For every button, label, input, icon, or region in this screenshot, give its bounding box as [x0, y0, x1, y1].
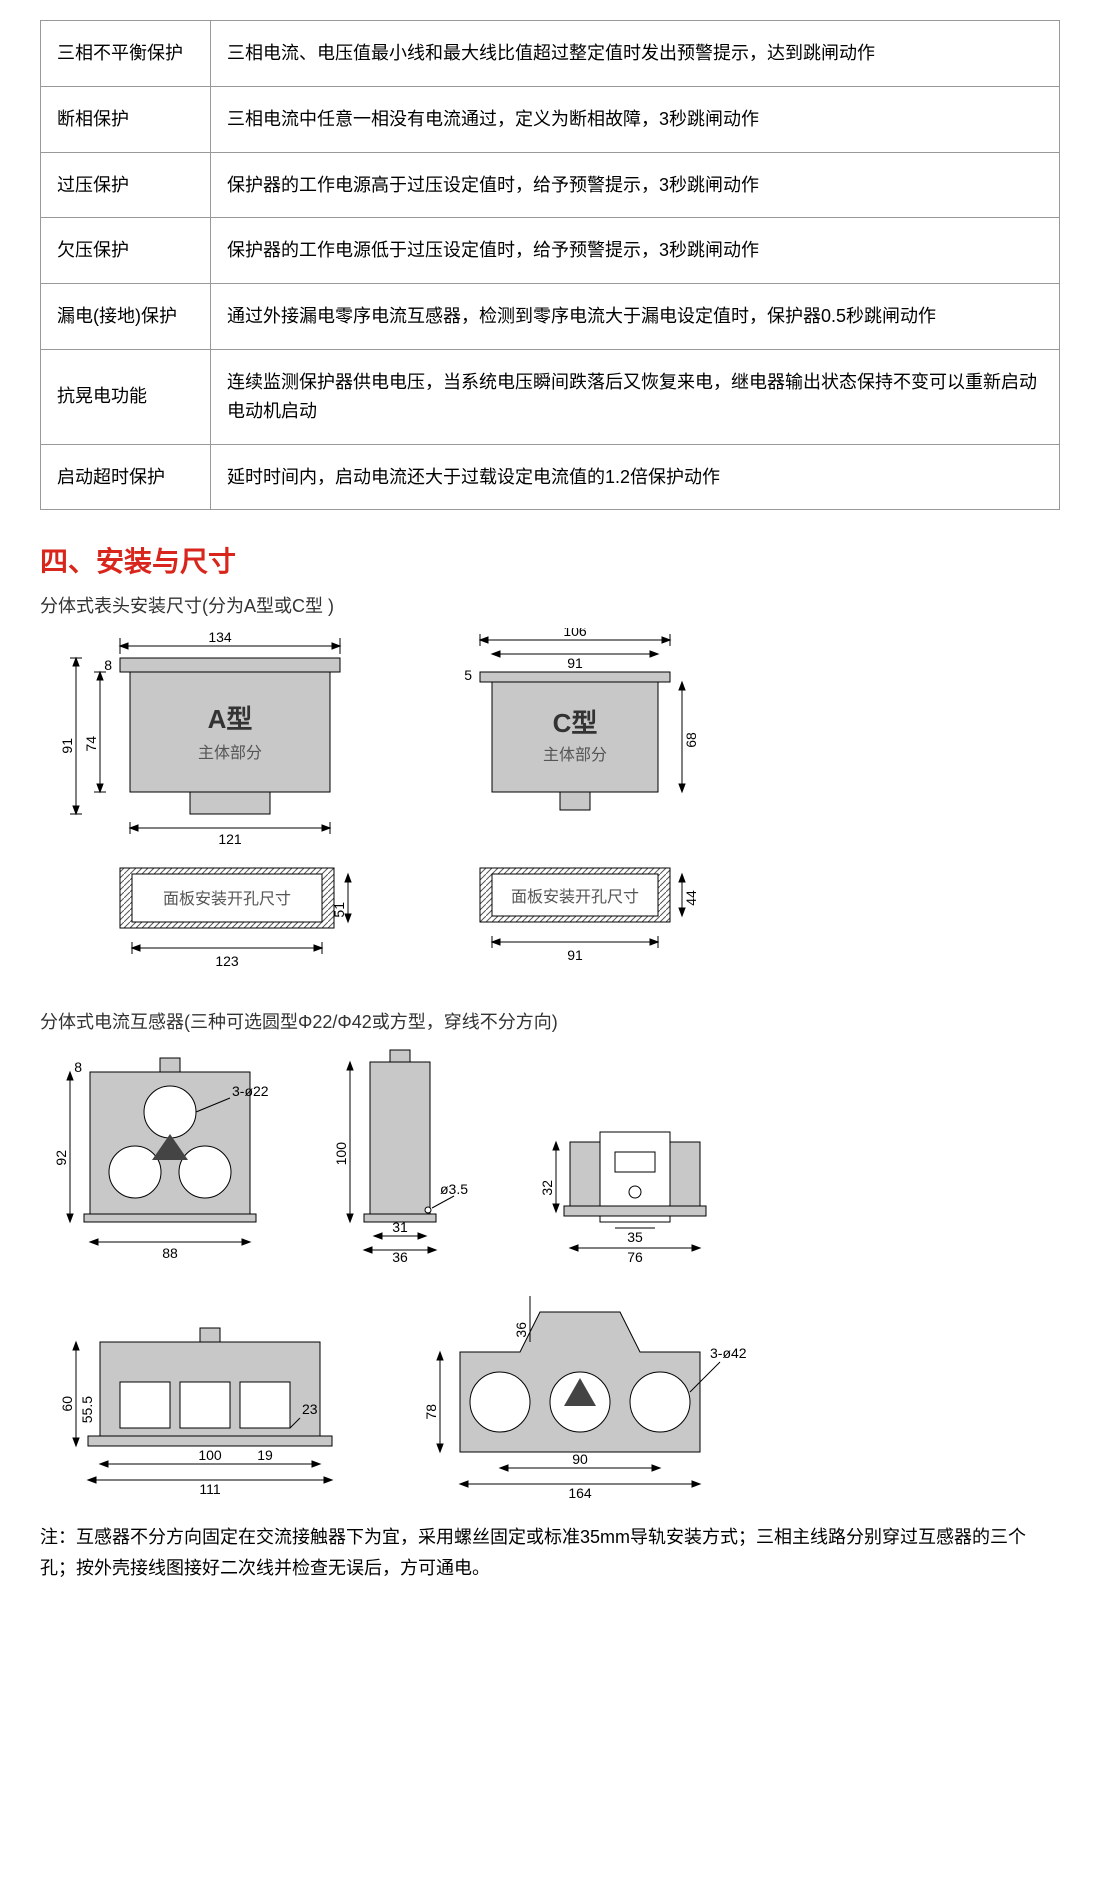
feature-desc: 保护器的工作电源高于过压设定值时，给予预警提示，3秒跳闸动作 — [211, 152, 1060, 218]
table-row: 过压保护保护器的工作电源高于过压设定值时，给予预警提示，3秒跳闸动作 — [41, 152, 1060, 218]
svg-text:面板安装开孔尺寸: 面板安装开孔尺寸 — [511, 888, 639, 906]
svg-text:111: 111 — [199, 1481, 220, 1497]
svg-text:55.5: 55.5 — [79, 1396, 95, 1423]
svg-text:100: 100 — [198, 1447, 222, 1463]
feature-desc: 三相电流、电压值最小线和最大线比值超过整定值时发出预警提示，达到跳闸动作 — [211, 21, 1060, 87]
svg-text:100: 100 — [333, 1142, 349, 1166]
table-row: 欠压保护保护器的工作电源低于过压设定值时，给予预警提示，3秒跳闸动作 — [41, 218, 1060, 284]
ct-round22-front: 3-ø22 8 92 88 — [40, 1042, 280, 1262]
feature-name: 漏电(接地)保护 — [41, 284, 211, 350]
ct-row-1: 3-ø22 8 92 88 ø3.5 100 31 — [40, 1042, 1060, 1262]
svg-text:106: 106 — [563, 628, 587, 639]
feature-name: 欠压保护 — [41, 218, 211, 284]
svg-text:23: 23 — [302, 1401, 318, 1417]
ct-row-2: 60 55.5 23 19 100 111 3-ø42 78 36 — [40, 1282, 1060, 1502]
subtitle-ct: 分体式电流互感器(三种可选圆型Φ22/Φ42或方型，穿线不分方向) — [40, 1008, 1060, 1034]
feature-name: 启动超时保护 — [41, 444, 211, 510]
svg-text:19: 19 — [257, 1447, 273, 1463]
svg-text:主体部分: 主体部分 — [198, 744, 262, 762]
svg-text:3-ø22: 3-ø22 — [232, 1083, 269, 1099]
table-row: 启动超时保护延时时间内，启动电流还大于过载设定电流值的1.2倍保护动作 — [41, 444, 1060, 510]
footer-note: 注：互感器不分方向固定在交流接触器下为宜，采用螺丝固定或标准35mm导轨安装方式… — [40, 1522, 1060, 1583]
svg-text:35: 35 — [627, 1229, 643, 1245]
svg-text:74: 74 — [83, 736, 99, 752]
svg-text:78: 78 — [423, 1404, 439, 1420]
svg-text:91: 91 — [59, 738, 75, 754]
svg-text:91: 91 — [567, 655, 583, 671]
svg-text:36: 36 — [392, 1249, 408, 1262]
svg-text:121: 121 — [218, 831, 242, 847]
svg-text:68: 68 — [683, 732, 699, 748]
svg-text:8: 8 — [104, 657, 112, 673]
svg-text:90: 90 — [572, 1451, 588, 1467]
svg-text:ø3.5: ø3.5 — [440, 1181, 468, 1197]
table-row: 三相不平衡保护三相电流、电压值最小线和最大线比值超过整定值时发出预警提示，达到跳… — [41, 21, 1060, 87]
svg-text:C型: C型 — [553, 708, 598, 738]
feature-name: 抗晃电功能 — [41, 349, 211, 444]
type-a-svg: 134 A型 主体部分 8 74 91 — [40, 628, 360, 978]
feature-desc: 通过外接漏电零序电流互感器，检测到零序电流大于漏电设定值时，保护器0.5秒跳闸动… — [211, 284, 1060, 350]
svg-text:36: 36 — [513, 1322, 529, 1338]
ct-round42: 3-ø42 78 36 90 164 — [400, 1282, 780, 1502]
table-row: 漏电(接地)保护通过外接漏电零序电流互感器，检测到零序电流大于漏电设定值时，保护… — [41, 284, 1060, 350]
section-4-title: 四、安装与尺寸 — [40, 540, 1060, 580]
svg-text:3-ø42: 3-ø42 — [710, 1345, 747, 1361]
type-c-svg: 106 91 5 C型 主体部分 68 面板安装开孔尺寸 — [420, 628, 720, 978]
feature-desc: 保护器的工作电源低于过压设定值时，给予预警提示，3秒跳闸动作 — [211, 218, 1060, 284]
feature-desc: 延时时间内，启动电流还大于过载设定电流值的1.2倍保护动作 — [211, 444, 1060, 510]
feature-name: 三相不平衡保护 — [41, 21, 211, 87]
type-a-block: 134 A型 主体部分 8 74 91 — [40, 628, 360, 978]
table-row: 断相保护三相电流中任意一相没有电流通过，定义为断相故障，3秒跳闸动作 — [41, 86, 1060, 152]
svg-text:32: 32 — [539, 1180, 555, 1196]
svg-text:51: 51 — [331, 902, 347, 918]
feature-desc: 三相电流中任意一相没有电流通过，定义为断相故障，3秒跳闸动作 — [211, 86, 1060, 152]
svg-text:92: 92 — [53, 1150, 69, 1166]
svg-text:8: 8 — [74, 1059, 82, 1075]
svg-text:60: 60 — [59, 1396, 75, 1412]
svg-text:5: 5 — [464, 667, 472, 683]
svg-text:31: 31 — [392, 1219, 408, 1235]
svg-text:164: 164 — [568, 1485, 592, 1501]
subtitle-display-head: 分体式表头安装尺寸(分为A型或C型 ) — [40, 592, 1060, 618]
svg-text:A型: A型 — [208, 704, 253, 734]
svg-text:44: 44 — [683, 890, 699, 906]
table-row: 抗晃电功能连续监测保护器供电电压，当系统电压瞬间跌落后又恢复来电，继电器输出状态… — [41, 349, 1060, 444]
svg-text:面板安装开孔尺寸: 面板安装开孔尺寸 — [163, 890, 291, 908]
type-c-block: 106 91 5 C型 主体部分 68 面板安装开孔尺寸 — [420, 628, 720, 978]
svg-text:主体部分: 主体部分 — [543, 746, 607, 764]
ct-rail-view: 32 35 76 — [520, 1102, 740, 1262]
features-table: 三相不平衡保护三相电流、电压值最小线和最大线比值超过整定值时发出预警提示，达到跳… — [40, 20, 1060, 510]
display-head-row: 134 A型 主体部分 8 74 91 — [40, 628, 1060, 978]
feature-desc: 连续监测保护器供电电压，当系统电压瞬间跌落后又恢复来电，继电器输出状态保持不变可… — [211, 349, 1060, 444]
feature-name: 过压保护 — [41, 152, 211, 218]
ct-side-view: ø3.5 100 31 36 — [320, 1042, 480, 1262]
svg-text:123: 123 — [215, 953, 239, 969]
feature-name: 断相保护 — [41, 86, 211, 152]
svg-text:134: 134 — [208, 629, 232, 645]
ct-rect: 60 55.5 23 19 100 111 — [40, 1302, 360, 1502]
svg-text:76: 76 — [627, 1249, 643, 1262]
svg-text:91: 91 — [567, 947, 583, 963]
svg-text:88: 88 — [162, 1245, 178, 1261]
